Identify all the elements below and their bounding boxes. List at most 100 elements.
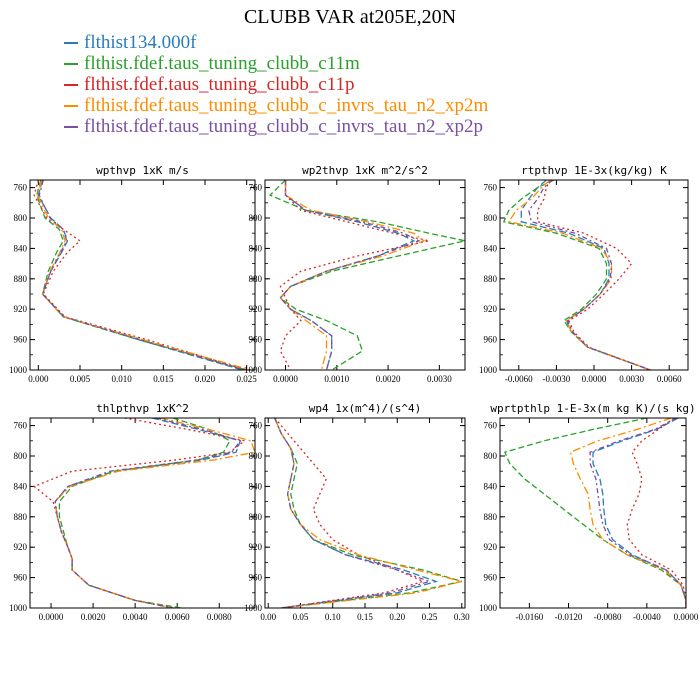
series-line <box>36 180 251 370</box>
legend-item: flthist.fdef.taus_tuning_clubb_c11p <box>64 74 488 95</box>
series-line <box>54 418 242 608</box>
x-tick-label: -0.0040 <box>633 612 661 622</box>
x-tick-label: 0.0000 <box>39 612 64 622</box>
y-tick-label: 800 <box>14 451 28 461</box>
series-line <box>279 180 426 370</box>
y-tick-label: 920 <box>484 542 498 552</box>
y-tick-label: 880 <box>14 512 28 522</box>
x-tick-label: 0.0060 <box>165 612 190 622</box>
y-tick-label: 920 <box>14 304 28 314</box>
x-tick-label: 0.005 <box>70 374 91 384</box>
y-tick-label: 800 <box>484 213 498 223</box>
series-line <box>279 180 421 370</box>
series-line <box>528 180 651 370</box>
y-tick-label: 800 <box>14 213 28 223</box>
x-tick-label: 0.015 <box>153 374 174 384</box>
series-line <box>589 418 686 608</box>
y-tick-label: 840 <box>249 481 263 491</box>
x-tick-label: 0.0000 <box>273 374 298 384</box>
panel-title: wprtpthlp 1-E-3x(m kg K)/(s kg) <box>490 402 695 415</box>
series-line <box>536 180 651 370</box>
x-tick-label: 0.0000 <box>582 374 607 384</box>
y-tick-label: 960 <box>484 573 498 583</box>
x-tick-label: 0.020 <box>195 374 216 384</box>
y-tick-label: 880 <box>249 512 263 522</box>
y-tick-label: 760 <box>249 183 263 193</box>
plot-frame <box>499 179 689 371</box>
x-tick-label: 0.30 <box>454 612 470 622</box>
legend-swatch <box>64 62 78 65</box>
y-tick-label: 800 <box>249 213 263 223</box>
y-tick-label: 880 <box>249 274 263 284</box>
x-tick-label: -0.0120 <box>555 612 583 622</box>
panel-title: wp2thvp 1xK m^2/s^2 <box>302 164 428 177</box>
x-tick-label: 0.10 <box>325 612 341 622</box>
legend-swatch <box>64 125 78 128</box>
y-tick-label: 960 <box>484 335 498 345</box>
legend-label: flthist.fdef.taus_tuning_clubb_c11m <box>84 52 360 74</box>
series-line <box>504 418 686 608</box>
x-tick-label: 0.0040 <box>123 612 148 622</box>
chart-panel: rtpthvp 1E-3x(kg/kg) K 760 800 840 880 920 960… <box>479 164 689 384</box>
x-tick-label: 0.0080 <box>207 612 232 622</box>
panel-title: wp4 1x(m^4)/(s^4) <box>309 402 422 415</box>
y-tick-label: 760 <box>484 421 498 431</box>
y-tick-label: 880 <box>484 512 498 522</box>
x-tick-label: 0.0030 <box>427 374 452 384</box>
series-line <box>32 418 247 608</box>
plot-frame <box>29 179 256 371</box>
panel-title: rtpthvp 1E-3x(kg/kg) K <box>521 164 667 177</box>
series-line <box>274 418 432 608</box>
legend-swatch <box>64 83 78 86</box>
plot-frame <box>264 417 466 609</box>
y-tick-label: 840 <box>484 243 498 253</box>
y-tick-label: 1000 <box>244 603 263 613</box>
legend-label: flthist.fdef.taus_tuning_clubb_c11p <box>84 73 355 95</box>
x-tick-label: 0.0030 <box>619 374 644 384</box>
series-line <box>274 418 462 608</box>
chart-panel: wp2thvp 1xK m^2/s^2 760 800 840 880 920 960 100… <box>244 164 466 384</box>
x-tick-label: 0.00 <box>260 612 276 622</box>
y-tick-label: 1000 <box>9 365 28 375</box>
series-group <box>33 180 251 370</box>
series-line <box>38 180 246 370</box>
series-line <box>37 180 243 370</box>
y-tick-label: 920 <box>484 304 498 314</box>
x-tick-label: 0.25 <box>422 612 438 622</box>
chart-panel: wp4 1x(m^4)/(s^4)76080084088092096010000… <box>244 402 470 622</box>
series-line <box>626 418 686 608</box>
x-tick-label: 0.010 <box>112 374 133 384</box>
legend-item: flthist.fdef.taus_tuning_clubb_c11m <box>64 53 488 74</box>
series-group <box>502 180 651 370</box>
x-tick-label: 0.20 <box>389 612 405 622</box>
y-tick-label: 960 <box>249 573 263 583</box>
y-tick-label: 800 <box>484 451 498 461</box>
chart-panel: wpthvp 1xK m/s76080084088092096010000.00… <box>9 164 257 384</box>
y-tick-label: 920 <box>249 304 263 314</box>
series-line <box>279 180 430 370</box>
y-tick-label: 1000 <box>479 365 498 375</box>
y-tick-label: 760 <box>484 183 498 193</box>
legend-item: flthist.fdef.taus_tuning_clubb_c_invrs_t… <box>64 95 488 116</box>
legend: flthist134.000f flthist.fdef.taus_tuning_… <box>64 32 488 137</box>
legend-label: flthist134.000f <box>84 31 197 53</box>
y-tick-label: 880 <box>484 274 498 284</box>
series-line <box>58 418 231 608</box>
series-line <box>274 418 462 608</box>
legend-swatch <box>64 41 78 44</box>
x-tick-label: 0.15 <box>357 612 373 622</box>
plot-frame <box>29 417 256 609</box>
series-line <box>502 180 651 370</box>
plot-frame <box>264 179 466 371</box>
x-tick-label: -0.0080 <box>594 612 622 622</box>
plot-frame <box>499 417 687 609</box>
x-tick-label: -0.0160 <box>515 612 543 622</box>
series-line <box>36 180 247 370</box>
x-tick-label: -0.0030 <box>543 374 571 384</box>
series-line <box>507 180 651 370</box>
y-tick-label: 960 <box>14 573 28 583</box>
series-line <box>274 418 425 608</box>
x-tick-label: 0.0010 <box>324 374 349 384</box>
x-tick-label: 0.0000 <box>674 612 699 622</box>
